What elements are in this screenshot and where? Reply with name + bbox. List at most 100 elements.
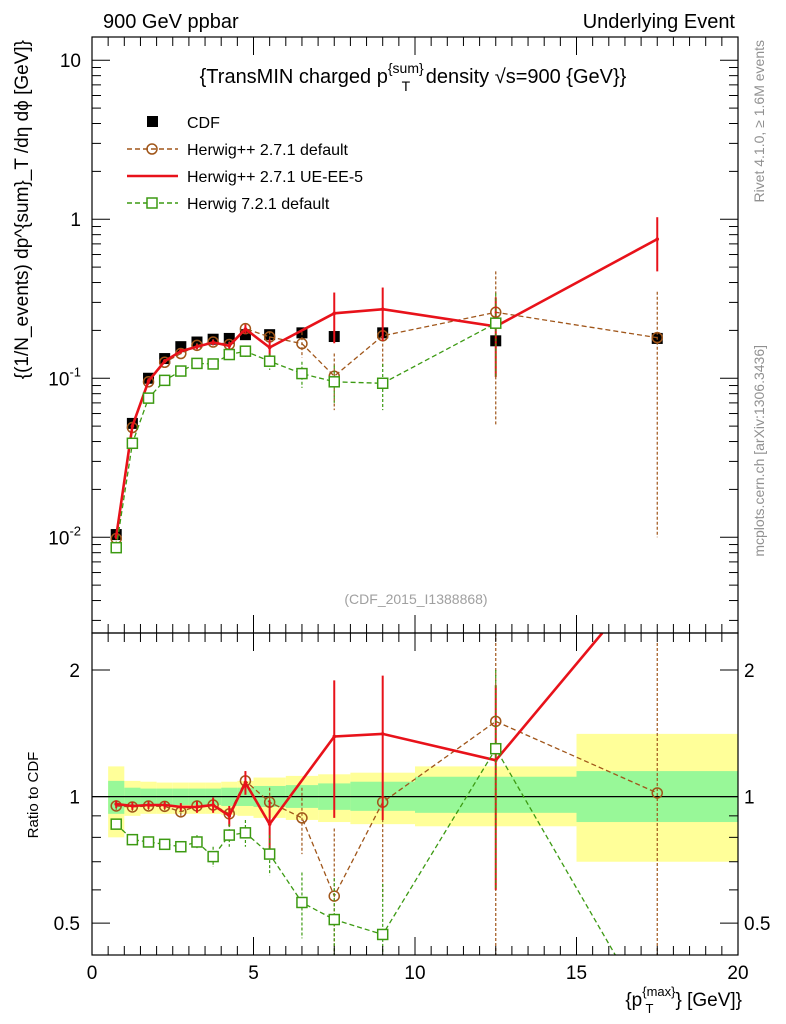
y-tick-label-base: 10 [48,528,69,549]
data-point-cdf [191,336,203,348]
header-right: Underlying Event [583,11,736,33]
data-point-h271ue [655,237,660,241]
ratio-point-h271ue [227,814,232,818]
ratio-series-h721 [110,670,616,955]
x-tick-label: 20 [727,963,748,984]
ratio-point-h271ue [179,805,183,809]
data-point-h271ue [267,345,272,350]
ratio-axes: 0.5 0.51 12 20 5 10 15 20 [54,633,770,984]
y-tick-label: 10-2 [48,523,81,549]
ratio-point-h721 [296,896,308,909]
ratio-y-tick-label: 2 [69,661,80,682]
ratio-point-h721 [376,928,389,941]
x-tick-label: 5 [248,963,259,984]
data-point-h721 [126,437,139,450]
ratio-point-h271ue [162,803,167,807]
header-left: 900 GeV ppbar [103,11,239,33]
legend: CDF Herwig++ 2.7.1 default Herwig++ 2.7.… [127,115,363,213]
ratio-point-h271d [651,787,663,799]
series-h271d [110,271,663,545]
mcplots-label: mcplots.cern.ch [arXiv:1306.3436] [751,345,767,557]
ratio-plot-area [92,633,738,955]
ratio-point-h721 [263,848,276,860]
x-tick-label: 10 [404,963,425,984]
y-tick-label: 1 [70,210,81,231]
ratio-point-h721 [239,827,252,839]
ratio-point-h721 [142,836,155,848]
ratio-series-h271ue [114,633,604,890]
data-point-h721 [263,355,276,367]
x-axis-label-post: } [GeV]} [675,990,742,1011]
ratio-point-h721 [328,913,340,926]
data-point-h721 [328,376,340,388]
ratio-line-h271d [116,720,658,898]
data-point-h721 [239,345,252,357]
ratio-point-h721 [191,836,203,848]
data-point-h271d [651,331,663,344]
ratio-point-h271ue [146,803,151,807]
y-tick-label: 10 [60,51,81,72]
series-h271ue [114,217,660,540]
ratio-point-h271d [296,812,308,824]
ratio-point-h721 [175,840,187,853]
data-point-cdf [223,332,235,344]
legend-label-herwig721-default: Herwig 7.2.1 default [187,196,330,213]
ratio-point-h721 [490,742,502,755]
main-y-axis-label: {(1/N_events) dp^{sum}_T /dη dϕ [GeV]} [12,40,33,379]
plot-title-post: density √s=900 {GeV}} [420,66,626,88]
legend-entry-herwig271-ueee5: Herwig++ 2.7.1 UE-EE-5 [127,169,363,186]
data-point-h721 [296,367,308,380]
data-point-h721 [142,392,155,404]
data-point-h271ue [227,343,232,348]
data-point-h271d [296,337,308,350]
data-point-h271d [158,356,171,369]
y-tick-label-exp: -1 [69,364,81,379]
ratio-point-h721 [110,818,122,830]
ratio-point-h271ue [267,822,272,826]
plot-title-pre: {TransMIN charged p [200,66,388,88]
ratio-y-tick-label-right: 1 [744,788,755,809]
x-axis-label: {p{max} T } [GeV]} [625,984,742,1016]
ratio-y-tick-label-right: 0.5 [744,914,770,935]
ratio-point-h271ue [114,802,119,806]
legend-label-herwig271-default: Herwig++ 2.7.1 default [187,142,349,159]
x-axis-label-sup: {max} [642,984,676,999]
data-point-h271ue [195,344,199,349]
legend-label-cdf: CDF [187,115,220,132]
data-point-h721 [207,358,219,370]
y-tick-label: 10-1 [48,364,81,390]
data-point-h721 [158,374,171,387]
x-axis-label-sub: T [646,1001,654,1016]
rivet-version-label: Rivet 4.1.0, ≥ 1.6M events [751,40,767,203]
ratio-y-tick-label: 1 [69,788,80,809]
main-plot-area [110,217,663,554]
data-point-h271d [207,336,219,348]
ratio-y-axis-label: Ratio to CDF [25,752,42,839]
legend-entry-cdf: CDF [147,115,220,132]
plot-title-sub: T [402,78,411,94]
ratio-point-h271ue [195,805,199,809]
x-axis-label-pre: {p [625,990,642,1011]
ratio-line-h271ue [116,633,604,827]
legend-marker-cdf [147,116,158,127]
x-tick-label: 15 [566,963,587,984]
legend-entry-herwig721-default: Herwig 7.2.1 default [127,196,330,213]
data-point-h721 [191,357,203,370]
ratio-panel: 0.5 0.51 12 20 5 10 15 20 Ratio to CDF {p{max} T… [25,632,770,1016]
ratio-point-h721 [207,850,219,863]
data-point-h721 [376,377,389,390]
data-point-h271ue [146,379,151,383]
ratio-clipped-area [92,633,738,955]
ratio-point-h271ue [130,804,135,808]
data-point-cdf [175,341,187,353]
data-point-h271ue [332,311,337,316]
data-point-h721 [110,541,122,554]
plot-title-sup: {sum} [388,60,424,76]
data-point-h271ue [179,349,183,353]
data-point-h271ue [380,307,385,311]
data-point-cdf [239,329,251,341]
analysis-watermark: (CDF_2015_I1388868) [344,591,487,607]
ratio-point-h721 [223,829,236,841]
